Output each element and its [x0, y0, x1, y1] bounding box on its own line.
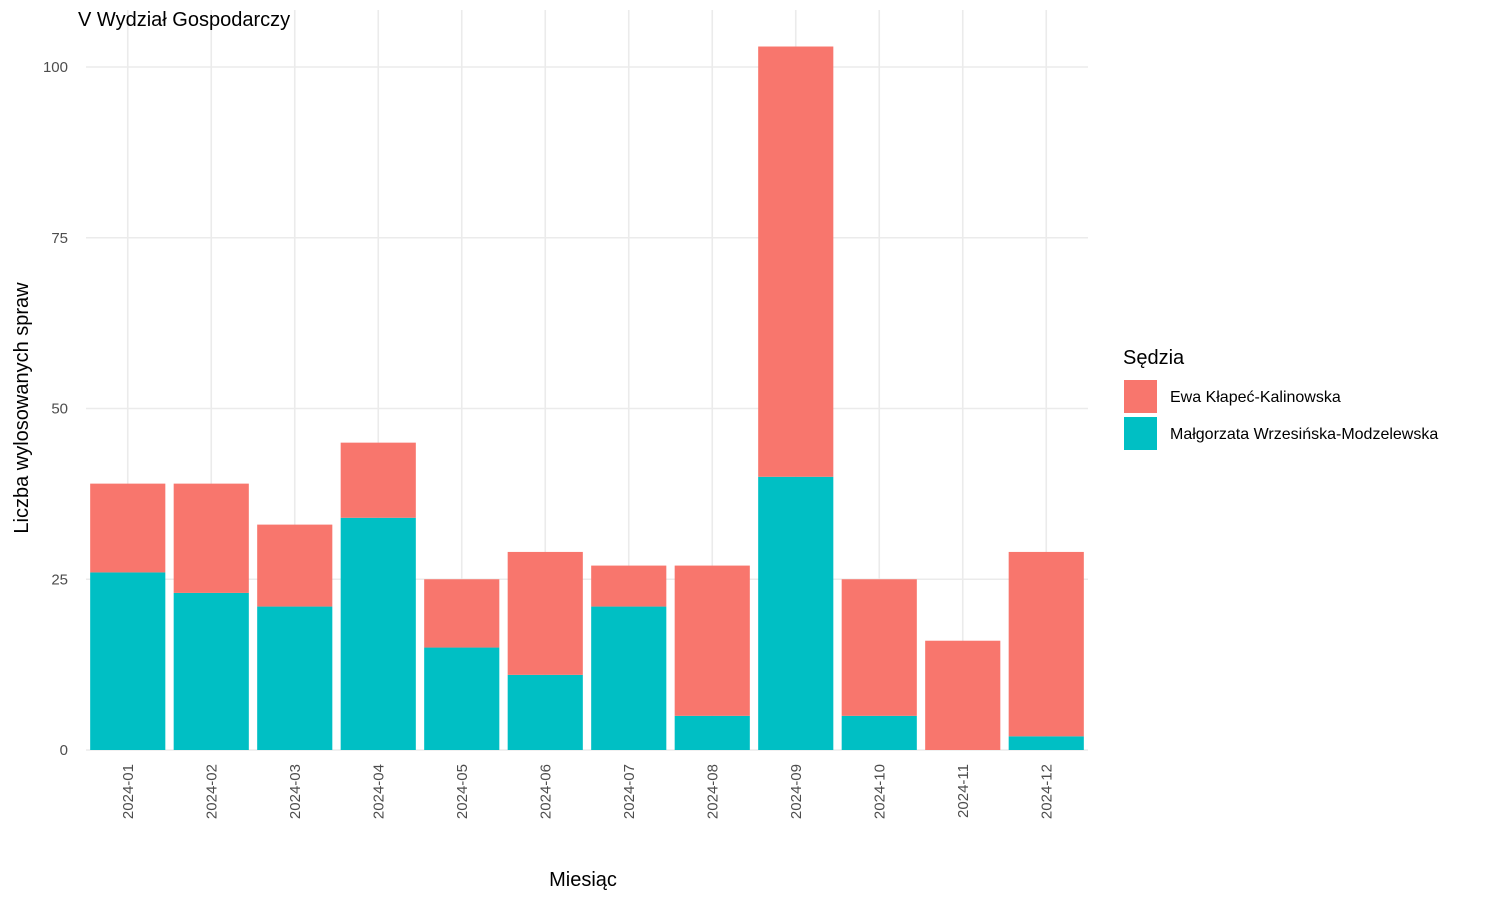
bar-2024-02-series-1 — [173, 483, 249, 593]
legend-key-1 — [1124, 380, 1157, 413]
x-axis-ticks: 2024-01 2024-02 2024-03 2024-04 2024-05 2024-… — [120, 764, 1056, 819]
legend-label-0: Małgorzata Wrzesińska-Modzelewska — [1170, 426, 1438, 443]
y-tick-label: 25 — [51, 571, 68, 588]
bar-2024-09-series-1 — [758, 46, 834, 477]
y-tick-label: 0 — [60, 742, 68, 759]
x-tick-label: 2024-06 — [537, 764, 554, 819]
bar-2024-03-series-0 — [257, 606, 333, 750]
bar-2024-03-series-1 — [257, 524, 333, 607]
x-tick-label: 2024-07 — [621, 764, 638, 819]
bar-2024-11-series-1 — [925, 640, 1001, 750]
y-axis-title: Liczba wylosowanych spraw — [11, 282, 33, 534]
bars — [90, 46, 1084, 750]
bar-2024-10-series-1 — [841, 579, 917, 716]
x-tick-label: 2024-08 — [704, 764, 721, 819]
bar-2024-06-series-0 — [507, 674, 583, 750]
bar-2024-10-series-0 — [841, 715, 917, 750]
bar-2024-12-series-0 — [1008, 736, 1084, 750]
legend-label-1: Ewa Kłapeć-Kalinowska — [1170, 389, 1341, 406]
y-axis-ticks: 0 25 50 75 100 — [43, 59, 68, 759]
x-axis-title: Miesiąc — [549, 869, 617, 891]
x-tick-label: 2024-05 — [454, 764, 471, 819]
x-tick-label: 2024-11 — [955, 764, 972, 818]
y-tick-label: 75 — [51, 230, 68, 247]
x-tick-label: 2024-01 — [120, 764, 137, 819]
bar-2024-12-series-1 — [1008, 551, 1084, 737]
bar-2024-09-series-0 — [758, 476, 834, 750]
bar-2024-06-series-1 — [507, 551, 583, 675]
bar-2024-01-series-0 — [90, 572, 166, 750]
y-tick-label: 100 — [43, 59, 68, 76]
x-tick-label: 2024-03 — [287, 764, 304, 819]
y-tick-label: 50 — [51, 401, 68, 418]
chart-title: V Wydział Gospodarczy — [78, 9, 290, 31]
bar-2024-05-series-0 — [424, 647, 500, 750]
bar-2024-01-series-1 — [90, 483, 166, 573]
x-tick-label: 2024-02 — [203, 764, 220, 819]
bar-2024-04-series-1 — [340, 442, 416, 518]
bar-2024-07-series-1 — [591, 565, 667, 607]
bar-2024-07-series-0 — [591, 606, 667, 750]
x-tick-label: 2024-04 — [370, 764, 387, 819]
legend-title: Sędzia — [1123, 347, 1185, 369]
legend-key-0 — [1124, 417, 1157, 450]
legend: Sędzia Ewa Kłapeć-Kalinowska Małgorzata W… — [1123, 347, 1438, 450]
bar-2024-05-series-1 — [424, 579, 500, 648]
legend-items: Ewa Kłapeć-Kalinowska Małgorzata Wrzesińs… — [1124, 380, 1438, 450]
bar-2024-08-series-1 — [674, 565, 750, 716]
bar-2024-08-series-0 — [674, 715, 750, 750]
x-tick-label: 2024-09 — [788, 764, 805, 819]
bar-2024-04-series-0 — [340, 517, 416, 750]
bar-2024-02-series-0 — [173, 592, 249, 750]
x-tick-label: 2024-12 — [1038, 764, 1055, 819]
x-tick-label: 2024-10 — [871, 764, 888, 819]
